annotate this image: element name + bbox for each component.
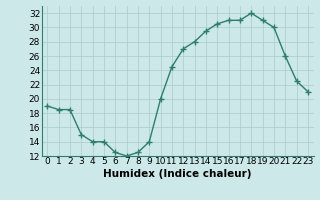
X-axis label: Humidex (Indice chaleur): Humidex (Indice chaleur) <box>103 169 252 179</box>
